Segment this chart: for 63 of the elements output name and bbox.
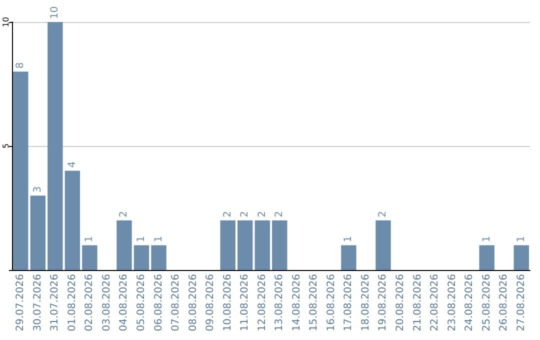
x-tick-label: 05.08.2026 (136, 274, 147, 332)
data-label: 2 (274, 211, 286, 218)
x-tick-label: 01.08.2026 (66, 274, 78, 332)
x-tick-label: 03.08.2026 (101, 274, 112, 332)
bar (272, 220, 288, 270)
bar (82, 245, 98, 270)
x-tick-label: 21.08.2026 (412, 274, 424, 332)
x-tick-label: 27.08.2026 (516, 274, 527, 332)
data-label: 1 (481, 236, 492, 242)
x-tick-label: 18.08.2026 (360, 274, 372, 332)
x-tick-label: 25.08.2026 (481, 274, 492, 332)
x-tick-label: 29.07.2026 (15, 274, 26, 332)
x-tick-label: 04.08.2026 (118, 274, 130, 332)
bar (116, 220, 132, 270)
bar (479, 245, 494, 270)
bar (514, 245, 529, 270)
x-tick-label: 12.08.2026 (256, 274, 268, 332)
bar (341, 245, 356, 270)
x-tick-label: 06.08.2026 (153, 274, 164, 332)
bar (64, 170, 80, 270)
x-tick-label: 31.07.2026 (50, 274, 61, 332)
x-tick-label: 26.08.2026 (498, 274, 510, 332)
x-tick-label: 22.08.2026 (430, 274, 441, 332)
data-label: 1 (153, 236, 164, 242)
data-label: 10 (50, 6, 61, 19)
x-tick-label: 17.08.2026 (343, 274, 354, 332)
x-tick-label: 30.07.2026 (32, 274, 44, 332)
bar (254, 220, 270, 270)
x-tick-label: 14.08.2026 (291, 274, 302, 332)
x-tick-label: 11.08.2026 (240, 274, 251, 332)
x-tick-label: 13.08.2026 (274, 274, 286, 332)
bar (220, 220, 236, 270)
data-label: 4 (66, 161, 78, 168)
x-tick-label: 15.08.2026 (308, 274, 320, 332)
data-label: 2 (118, 211, 130, 218)
bar (151, 245, 166, 270)
data-label: 2 (256, 211, 268, 218)
data-label: 1 (516, 236, 527, 242)
x-tick-label: 09.08.2026 (205, 274, 216, 332)
bar (134, 245, 150, 270)
data-label: 3 (32, 186, 44, 193)
bar (13, 72, 28, 270)
data-label: 1 (136, 236, 147, 242)
data-label: 2 (378, 211, 389, 218)
data-label: 2 (222, 211, 234, 218)
x-tick-label: 07.08.2026 (170, 274, 182, 332)
x-tick-label: 19.08.2026 (378, 274, 389, 332)
bar (376, 220, 391, 270)
x-tick-label: 23.08.2026 (446, 274, 458, 332)
x-tick-label: 02.08.2026 (84, 274, 96, 332)
data-label: 1 (84, 236, 96, 242)
data-label: 2 (240, 211, 251, 218)
bar (30, 196, 46, 270)
y-tick-label: 5 (2, 143, 10, 149)
x-tick-label: 20.08.2026 (395, 274, 406, 332)
bar (238, 220, 253, 270)
x-tick-label: 08.08.2026 (188, 274, 199, 332)
data-label: 8 (15, 62, 26, 69)
x-tick-label: 10.08.2026 (222, 274, 234, 332)
data-label: 1 (343, 236, 354, 242)
x-tick-label: 24.08.2026 (464, 274, 476, 332)
bar (48, 22, 63, 270)
x-tick-label: 16.08.2026 (326, 274, 337, 332)
